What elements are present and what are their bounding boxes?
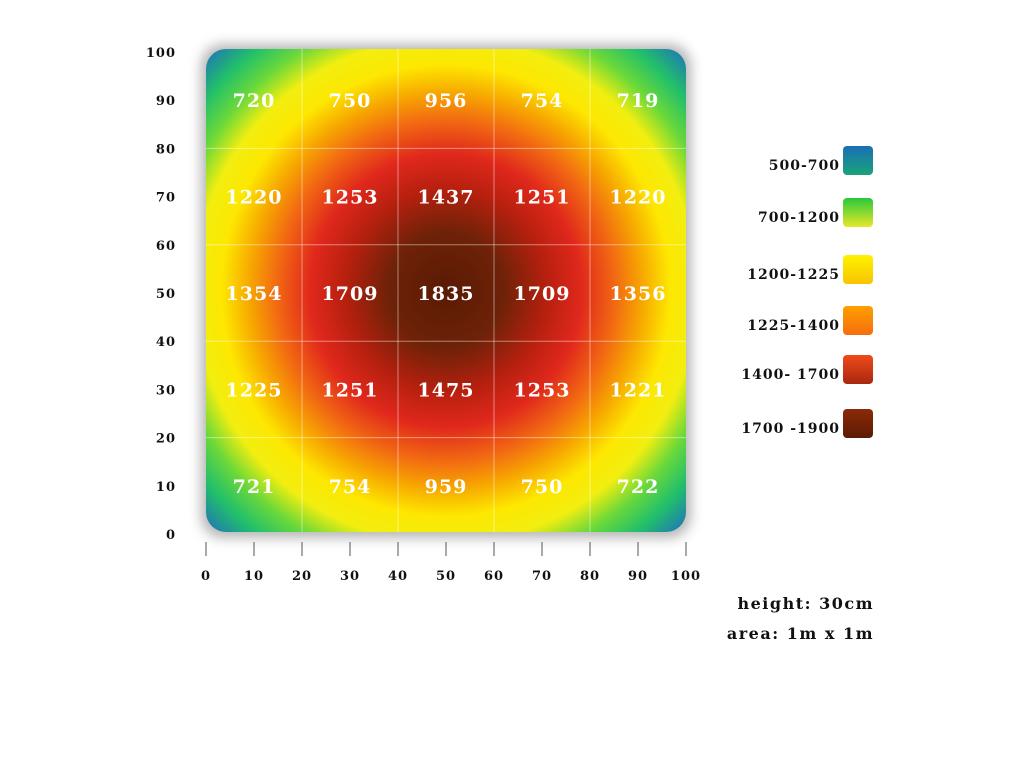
cell-value: 721 [233,476,276,498]
cell-value: 956 [425,90,468,112]
cell-value: 1356 [610,283,667,305]
y-tick-label: 70 [156,191,176,206]
cell-value: 750 [521,476,564,498]
y-tick-label: 10 [156,480,176,495]
cell-value: 754 [521,90,564,112]
cell-value: 750 [329,90,372,112]
cell-value: 1253 [514,379,571,401]
x-tick-label: 10 [244,569,264,584]
cell-value: 719 [617,90,660,112]
legend-swatch [843,255,873,284]
cell-value: 722 [617,476,660,498]
cell-value: 1220 [226,187,283,209]
x-tick-label: 70 [532,569,552,584]
legend-swatch [843,409,873,438]
legend: 500-700 700-1200 1200-1225 1225-1400 1400- 1… [741,146,873,438]
x-tick-label: 50 [436,569,456,584]
x-tick-label: 30 [340,569,360,584]
legend-label: 1400- 1700 [741,367,840,383]
cell-values: 720 750 956 754 719 1220 1253 1437 1251 1220 1354 1… [226,90,667,498]
x-tick-label: 80 [580,569,600,584]
area-note: area: 1m x 1m [726,624,874,643]
cell-value: 1835 [418,283,475,305]
cell-value: 1251 [322,379,379,401]
y-tick-label: 20 [156,432,176,447]
cell-value: 959 [425,476,468,498]
cell-value: 1253 [322,187,379,209]
cell-value: 1709 [322,283,379,305]
x-tick-label: 40 [388,569,408,584]
y-tick-label: 40 [156,335,176,350]
legend-swatch [843,306,873,335]
legend-label: 1700 -1900 [741,421,840,437]
height-note: height: 30cm [737,594,874,613]
cell-value: 1437 [418,187,475,209]
x-tick-label: 60 [484,569,504,584]
legend-swatch [843,198,873,227]
legend-label: 500-700 [769,158,840,174]
x-tick-label: 0 [201,569,211,584]
y-tick-label: 50 [156,287,176,302]
cell-value: 1709 [514,283,571,305]
y-tick-label: 90 [156,94,176,109]
y-tick-label: 100 [146,46,176,61]
x-tick-label: 20 [292,569,312,584]
cell-value: 720 [233,90,276,112]
cell-value: 1221 [610,379,667,401]
grid-lines [206,49,686,532]
cell-value: 1354 [226,283,283,305]
x-tick-label: 90 [628,569,648,584]
legend-label: 1200-1225 [747,267,840,283]
x-tick-label: 100 [671,569,701,584]
legend-swatch [843,355,873,384]
heatmap-surface [206,49,686,532]
cell-value: 1251 [514,187,571,209]
y-tick-label: 60 [156,239,176,254]
y-tick-label: 80 [156,142,176,157]
y-axis: 0 10 20 30 40 50 60 70 80 90 100 [146,46,176,543]
legend-label: 1225-1400 [747,318,840,334]
cell-value: 754 [329,476,372,498]
cell-value: 1225 [226,379,283,401]
y-tick-label: 30 [156,383,176,398]
legend-label: 700-1200 [758,210,840,226]
cell-value: 1475 [418,379,475,401]
x-axis: 0 10 20 30 40 50 60 70 80 90 100 [201,542,701,584]
cell-value: 1220 [610,187,667,209]
legend-swatch [843,146,873,175]
y-tick-label: 0 [166,528,176,543]
